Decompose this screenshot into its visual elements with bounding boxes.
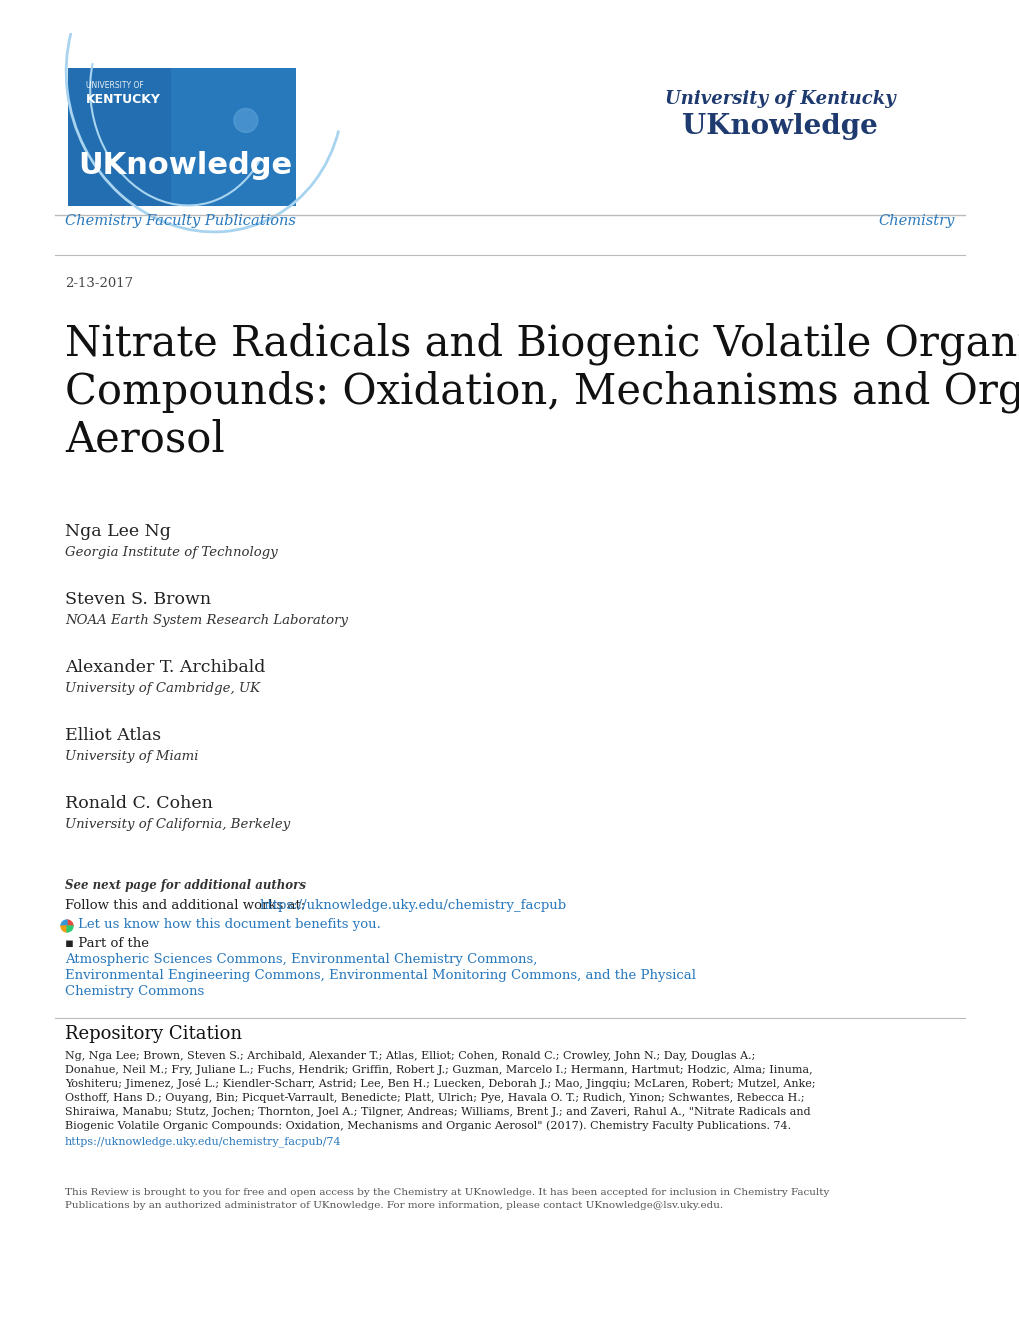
Text: Shiraiwa, Manabu; Stutz, Jochen; Thornton, Joel A.; Tilgner, Andreas; Williams, : Shiraiwa, Manabu; Stutz, Jochen; Thornto… [65,1107,810,1117]
Text: Donahue, Neil M.; Fry, Juliane L.; Fuchs, Hendrik; Griffin, Robert J.; Guzman, M: Donahue, Neil M.; Fry, Juliane L.; Fuchs… [65,1065,812,1074]
Text: Georgia Institute of Technology: Georgia Institute of Technology [65,546,277,558]
Text: UNIVERSITY OF: UNIVERSITY OF [86,81,144,90]
Text: Aerosol: Aerosol [65,418,224,461]
Text: This Review is brought to you for free and open access by the Chemistry at UKnow: This Review is brought to you for free a… [65,1188,828,1197]
Text: Publications by an authorized administrator of UKnowledge. For more information,: Publications by an authorized administra… [65,1201,722,1210]
Text: Chemistry: Chemistry [877,214,954,228]
Text: Elliot Atlas: Elliot Atlas [65,727,161,744]
Text: University of Miami: University of Miami [65,750,199,763]
Text: Osthoff, Hans D.; Ouyang, Bin; Picquet-Varrault, Benedicte; Platt, Ulrich; Pye, : Osthoff, Hans D.; Ouyang, Bin; Picquet-V… [65,1093,804,1104]
Text: Ng, Nga Lee; Brown, Steven S.; Archibald, Alexander T.; Atlas, Elliot; Cohen, Ro: Ng, Nga Lee; Brown, Steven S.; Archibald… [65,1051,755,1061]
FancyBboxPatch shape [68,69,296,206]
Text: Chemistry Faculty Publications: Chemistry Faculty Publications [65,214,296,228]
Wedge shape [67,927,73,932]
Text: University of Cambridge, UK: University of Cambridge, UK [65,682,260,696]
Text: Chemistry Commons: Chemistry Commons [65,985,204,998]
Text: Yoshiteru; Jimenez, José L.; Kiendler-Scharr, Astrid; Lee, Ben H.; Luecken, Debo: Yoshiteru; Jimenez, José L.; Kiendler-Sc… [65,1078,815,1089]
Text: University of Kentucky: University of Kentucky [664,90,895,108]
Wedge shape [61,920,67,927]
Text: Environmental Engineering Commons, Environmental Monitoring Commons, and the Phy: Environmental Engineering Commons, Envir… [65,969,695,982]
Text: UKnowledge: UKnowledge [77,150,291,180]
Text: Compounds: Oxidation, Mechanisms and Organic: Compounds: Oxidation, Mechanisms and Org… [65,371,1019,413]
Text: Nitrate Radicals and Biogenic Volatile Organic: Nitrate Radicals and Biogenic Volatile O… [65,322,1019,366]
Circle shape [233,108,258,132]
Text: See next page for additional authors: See next page for additional authors [65,879,306,892]
Text: Biogenic Volatile Organic Compounds: Oxidation, Mechanisms and Organic Aerosol" : Biogenic Volatile Organic Compounds: Oxi… [65,1121,791,1131]
Text: Alexander T. Archibald: Alexander T. Archibald [65,659,265,676]
Text: Let us know how this document benefits you.: Let us know how this document benefits y… [77,917,380,931]
Wedge shape [61,927,67,932]
Wedge shape [67,920,73,927]
Text: UKnowledge: UKnowledge [682,114,877,140]
Text: KENTUCKY: KENTUCKY [86,92,161,106]
Text: 2-13-2017: 2-13-2017 [65,277,133,290]
Text: Steven S. Brown: Steven S. Brown [65,591,211,609]
Text: https://uknowledge.uky.edu/chemistry_facpub/74: https://uknowledge.uky.edu/chemistry_fac… [65,1137,341,1147]
Text: Ronald C. Cohen: Ronald C. Cohen [65,795,213,812]
Text: NOAA Earth System Research Laboratory: NOAA Earth System Research Laboratory [65,614,347,627]
Text: University of California, Berkeley: University of California, Berkeley [65,818,290,832]
Text: Atmospheric Sciences Commons, Environmental Chemistry Commons,: Atmospheric Sciences Commons, Environmen… [65,953,537,966]
Text: ▪ Part of the: ▪ Part of the [65,937,149,950]
Text: https://uknowledge.uky.edu/chemistry_facpub: https://uknowledge.uky.edu/chemistry_fac… [260,899,567,912]
FancyBboxPatch shape [68,69,170,206]
Text: Nga Lee Ng: Nga Lee Ng [65,523,171,540]
Text: Repository Citation: Repository Citation [65,1026,242,1043]
Text: Follow this and additional works at:: Follow this and additional works at: [65,899,309,912]
